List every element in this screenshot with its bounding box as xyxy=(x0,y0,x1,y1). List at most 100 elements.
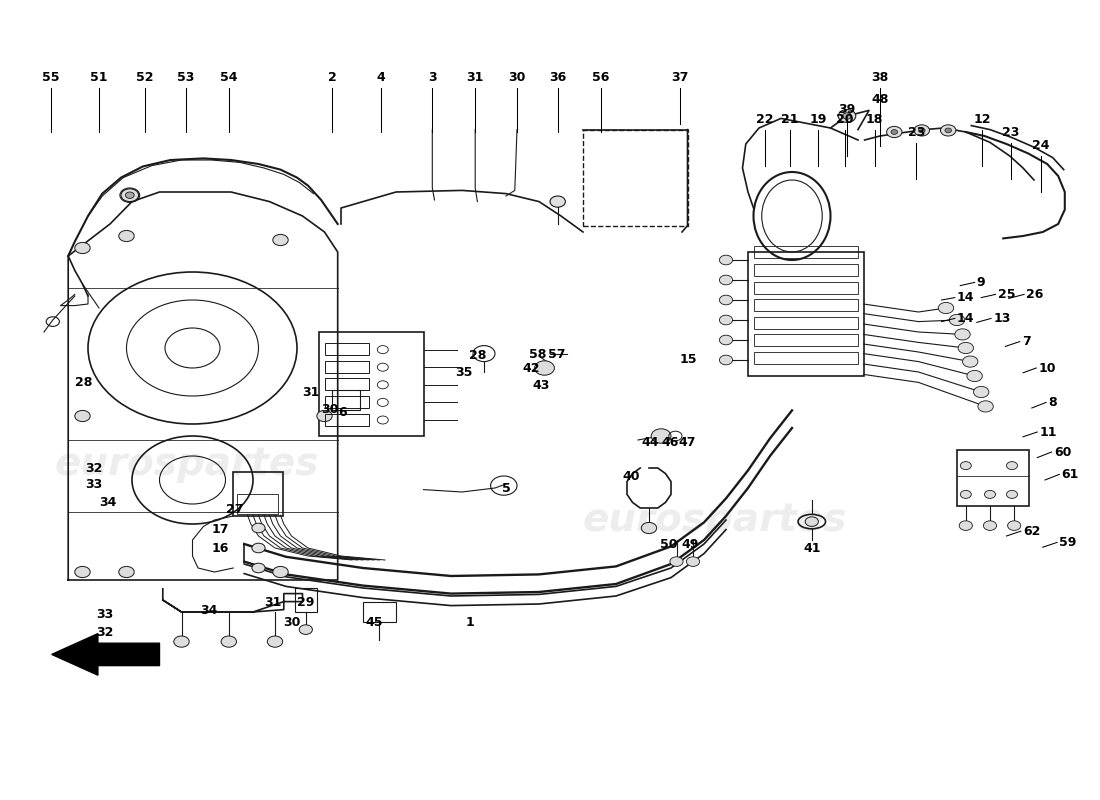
Circle shape xyxy=(983,521,997,530)
Bar xyxy=(754,334,858,346)
Text: 12: 12 xyxy=(974,113,991,126)
Circle shape xyxy=(119,230,134,242)
Text: 4: 4 xyxy=(376,71,385,84)
Text: 15: 15 xyxy=(680,354,697,366)
Bar xyxy=(324,396,369,408)
Text: 62: 62 xyxy=(1023,525,1041,538)
Circle shape xyxy=(838,110,856,122)
Text: 32: 32 xyxy=(96,626,113,638)
Text: 39: 39 xyxy=(838,103,856,116)
Circle shape xyxy=(974,386,989,398)
Text: 55: 55 xyxy=(42,71,59,84)
Text: 10: 10 xyxy=(1038,362,1056,374)
Circle shape xyxy=(550,196,565,207)
Text: 32: 32 xyxy=(85,462,102,474)
Circle shape xyxy=(252,523,265,533)
Text: 33: 33 xyxy=(85,478,102,490)
Bar xyxy=(754,264,858,276)
Circle shape xyxy=(960,462,971,470)
Text: 51: 51 xyxy=(90,71,108,84)
Circle shape xyxy=(174,636,189,647)
Text: 49: 49 xyxy=(681,538,698,550)
Text: 6: 6 xyxy=(338,406,346,419)
Bar xyxy=(233,472,283,516)
Circle shape xyxy=(958,342,974,354)
Text: 58: 58 xyxy=(529,348,547,361)
Text: 31: 31 xyxy=(302,386,320,398)
Circle shape xyxy=(984,490,996,498)
Bar xyxy=(754,299,858,311)
Circle shape xyxy=(535,361,554,375)
Text: 45: 45 xyxy=(365,616,383,629)
Text: 21: 21 xyxy=(781,113,799,126)
Text: 1: 1 xyxy=(465,616,474,629)
Text: 28: 28 xyxy=(75,376,92,389)
Text: 34: 34 xyxy=(99,496,117,509)
Text: 3: 3 xyxy=(428,71,437,84)
FancyArrow shape xyxy=(52,634,160,675)
Text: 27: 27 xyxy=(226,503,243,516)
Bar xyxy=(332,390,360,410)
Text: 18: 18 xyxy=(866,113,883,126)
Text: 31: 31 xyxy=(466,71,484,84)
Text: 44: 44 xyxy=(641,436,659,449)
Text: 23: 23 xyxy=(1002,126,1020,139)
Text: 5: 5 xyxy=(502,482,510,494)
Circle shape xyxy=(75,242,90,254)
Text: 46: 46 xyxy=(661,436,679,449)
Text: 53: 53 xyxy=(177,71,195,84)
Circle shape xyxy=(125,192,134,198)
Text: 28: 28 xyxy=(469,350,486,362)
Circle shape xyxy=(940,125,956,136)
Circle shape xyxy=(962,356,978,367)
Text: 60: 60 xyxy=(1054,446,1071,458)
Circle shape xyxy=(273,566,288,578)
Circle shape xyxy=(960,490,971,498)
Circle shape xyxy=(719,255,733,265)
Circle shape xyxy=(719,275,733,285)
Text: 57: 57 xyxy=(548,348,565,361)
Text: 14: 14 xyxy=(957,291,975,304)
Text: 54: 54 xyxy=(220,71,238,84)
Circle shape xyxy=(670,557,683,566)
Text: 24: 24 xyxy=(1032,139,1049,152)
Circle shape xyxy=(252,563,265,573)
Circle shape xyxy=(949,314,965,326)
Text: 25: 25 xyxy=(998,288,1015,301)
Circle shape xyxy=(221,636,236,647)
Circle shape xyxy=(267,636,283,647)
Text: 48: 48 xyxy=(871,93,889,106)
Text: 30: 30 xyxy=(283,616,300,629)
Circle shape xyxy=(686,557,700,566)
Bar xyxy=(324,361,369,373)
Bar xyxy=(754,317,858,329)
Circle shape xyxy=(891,130,898,134)
Text: 11: 11 xyxy=(1040,426,1057,438)
Circle shape xyxy=(918,128,925,133)
Bar xyxy=(324,414,369,426)
Circle shape xyxy=(959,521,972,530)
Circle shape xyxy=(719,315,733,325)
Text: 40: 40 xyxy=(623,470,640,482)
Bar xyxy=(957,450,1028,506)
Circle shape xyxy=(75,566,90,578)
Circle shape xyxy=(641,522,657,534)
Text: 56: 56 xyxy=(592,71,609,84)
Text: 35: 35 xyxy=(455,366,473,378)
Circle shape xyxy=(719,355,733,365)
Bar xyxy=(363,602,396,622)
Text: 52: 52 xyxy=(136,71,154,84)
Bar xyxy=(754,282,858,294)
Circle shape xyxy=(719,295,733,305)
Bar xyxy=(236,494,278,514)
Text: eurospartes: eurospartes xyxy=(55,445,319,483)
Text: 16: 16 xyxy=(211,542,229,554)
Text: 33: 33 xyxy=(96,608,113,621)
Text: 20: 20 xyxy=(836,113,854,126)
Bar xyxy=(295,588,317,612)
Bar xyxy=(324,378,369,390)
Bar xyxy=(324,343,369,355)
Circle shape xyxy=(843,113,851,119)
Text: 61: 61 xyxy=(1062,468,1079,481)
Text: 14: 14 xyxy=(957,312,975,325)
